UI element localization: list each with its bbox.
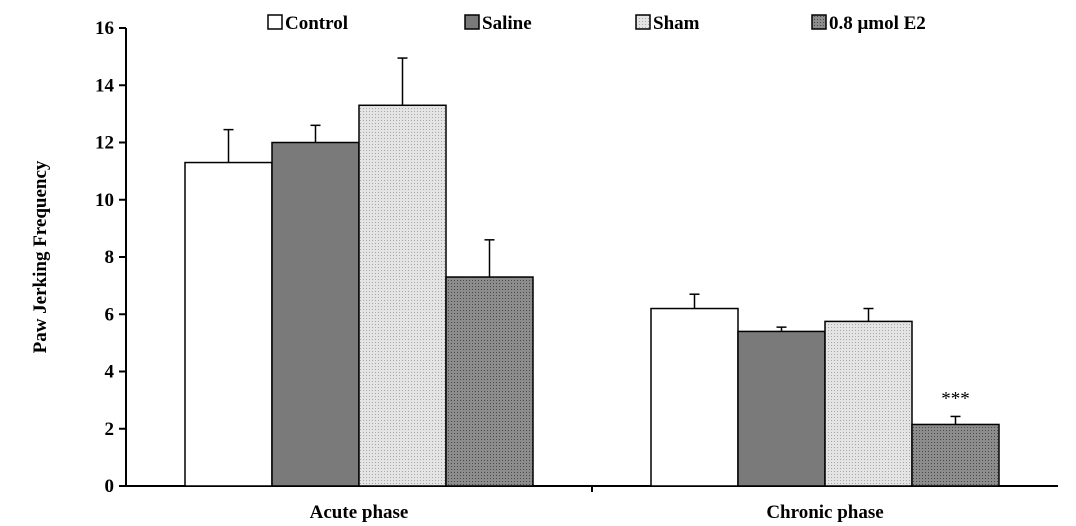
legend-label: Control xyxy=(285,13,348,34)
bar xyxy=(184,161,273,487)
legend: Control Saline Sham 0.8 μmol E2 xyxy=(267,13,926,34)
category-label: Acute phase xyxy=(310,502,409,523)
y-tick-label: 10 xyxy=(95,190,114,211)
significance-annotation: *** xyxy=(941,388,970,409)
legend-label: Sham xyxy=(653,13,700,34)
y-tick-label: 0 xyxy=(105,476,115,497)
y-tick-label: 12 xyxy=(95,133,114,154)
legend-swatch xyxy=(635,14,651,30)
y-tick-label: 8 xyxy=(105,247,115,268)
y-tick-label: 4 xyxy=(105,362,115,383)
y-tick-label: 2 xyxy=(105,419,115,440)
legend-label: Saline xyxy=(482,13,532,34)
y-tick-label: 6 xyxy=(105,304,115,325)
y-axis-ticks: 0 2 4 6 8 10 12 14 16 xyxy=(95,18,126,497)
y-tick-label: 14 xyxy=(95,75,115,96)
error-bars xyxy=(223,57,961,425)
y-tick-label: 16 xyxy=(95,18,114,39)
bar xyxy=(911,423,1000,487)
bar xyxy=(737,330,826,487)
x-axis-categories: Acute phase Chronic phase xyxy=(310,486,884,523)
bar xyxy=(271,141,360,487)
legend-swatch xyxy=(811,14,827,30)
bar xyxy=(445,276,534,487)
legend-swatch xyxy=(464,14,480,30)
category-label: Chronic phase xyxy=(766,502,883,523)
bars xyxy=(184,104,1000,487)
legend-swatch xyxy=(267,14,283,30)
annotations: *** xyxy=(941,388,970,409)
bar xyxy=(650,307,739,487)
bar xyxy=(358,104,447,487)
bar xyxy=(824,320,913,487)
legend-label: 0.8 μmol E2 xyxy=(829,13,926,34)
y-axis-label: Paw Jerking Frequency xyxy=(30,160,51,353)
